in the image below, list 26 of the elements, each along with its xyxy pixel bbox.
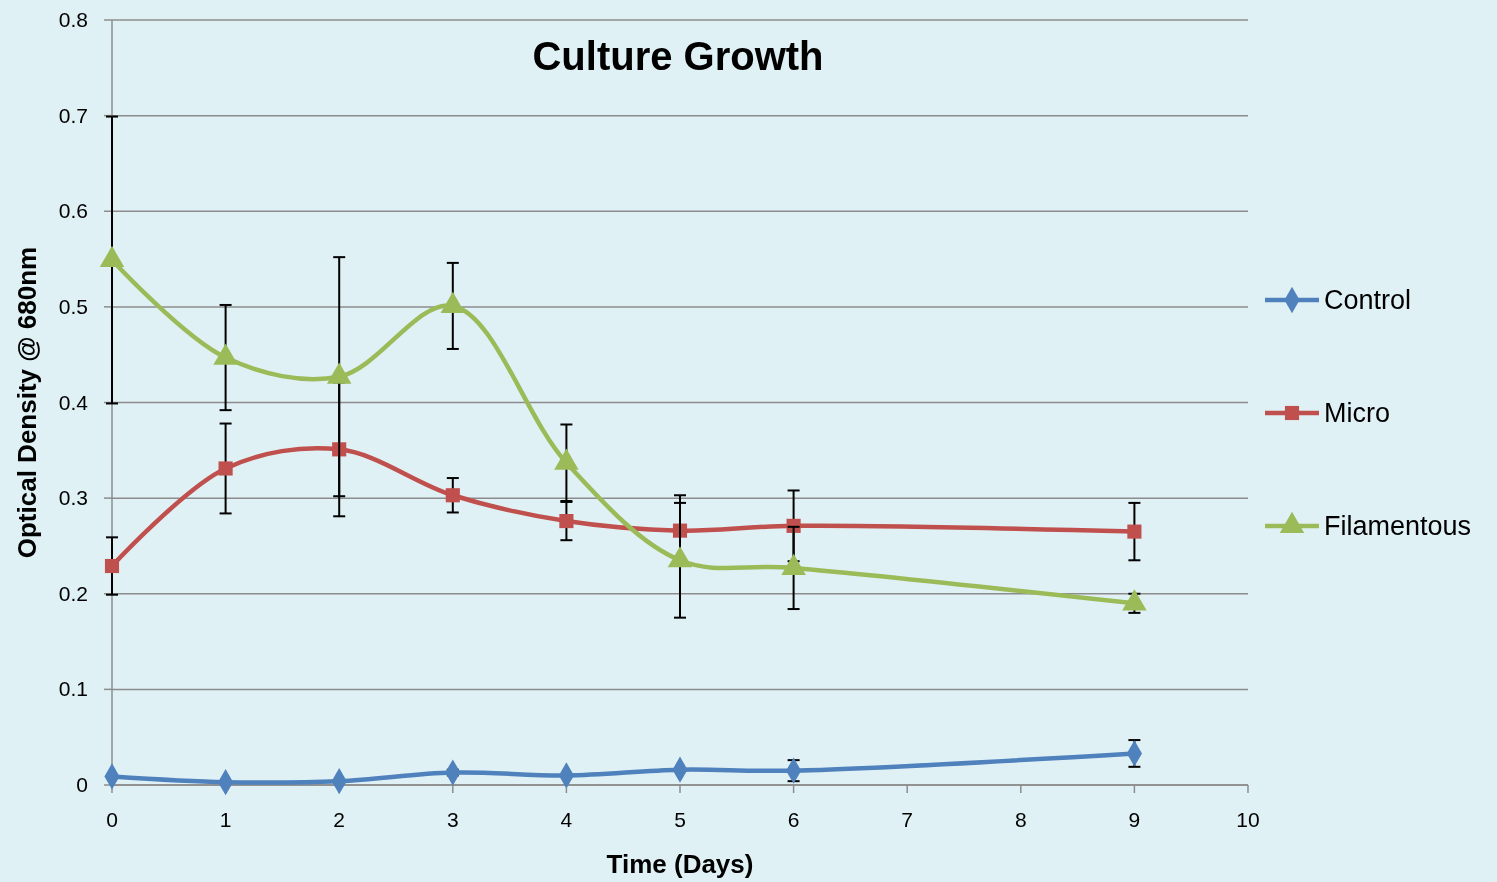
y-tick-label: 0 bbox=[76, 773, 88, 796]
x-tick-label: 1 bbox=[219, 808, 232, 831]
x-axis-title: Time (Days) bbox=[606, 849, 754, 879]
x-tick-label: 3 bbox=[446, 808, 459, 831]
legend-label: Micro bbox=[1324, 398, 1390, 428]
y-tick-label: 0.3 bbox=[58, 486, 88, 510]
x-tick-label: 9 bbox=[1128, 808, 1141, 831]
x-tick-label: 5 bbox=[674, 808, 686, 831]
x-tick-label: 2 bbox=[333, 808, 346, 831]
y-tick-label: 0.6 bbox=[58, 199, 88, 223]
y-tick-label: 0.7 bbox=[58, 103, 88, 127]
y-tick-label: 0.8 bbox=[58, 8, 88, 31]
legend-label: Control bbox=[1324, 285, 1412, 315]
y-tick-label: 0.4 bbox=[58, 390, 89, 414]
x-tick-label: 10 bbox=[1236, 808, 1260, 831]
y-axis-title: Optical Density @ 680nm bbox=[12, 246, 42, 559]
y-tick-label: 0.2 bbox=[58, 581, 88, 605]
x-tick-label: 6 bbox=[787, 808, 800, 831]
x-tick-label: 4 bbox=[560, 808, 573, 831]
x-tick-label: 7 bbox=[901, 808, 914, 831]
chart-title: Culture Growth bbox=[532, 34, 824, 78]
legend-label: Filamentous bbox=[1324, 511, 1472, 541]
x-tick-label: 8 bbox=[1014, 808, 1027, 831]
y-tick-label: 0.1 bbox=[58, 677, 88, 701]
y-tick-label: 0.5 bbox=[58, 294, 88, 318]
x-tick-label: 0 bbox=[106, 808, 118, 831]
